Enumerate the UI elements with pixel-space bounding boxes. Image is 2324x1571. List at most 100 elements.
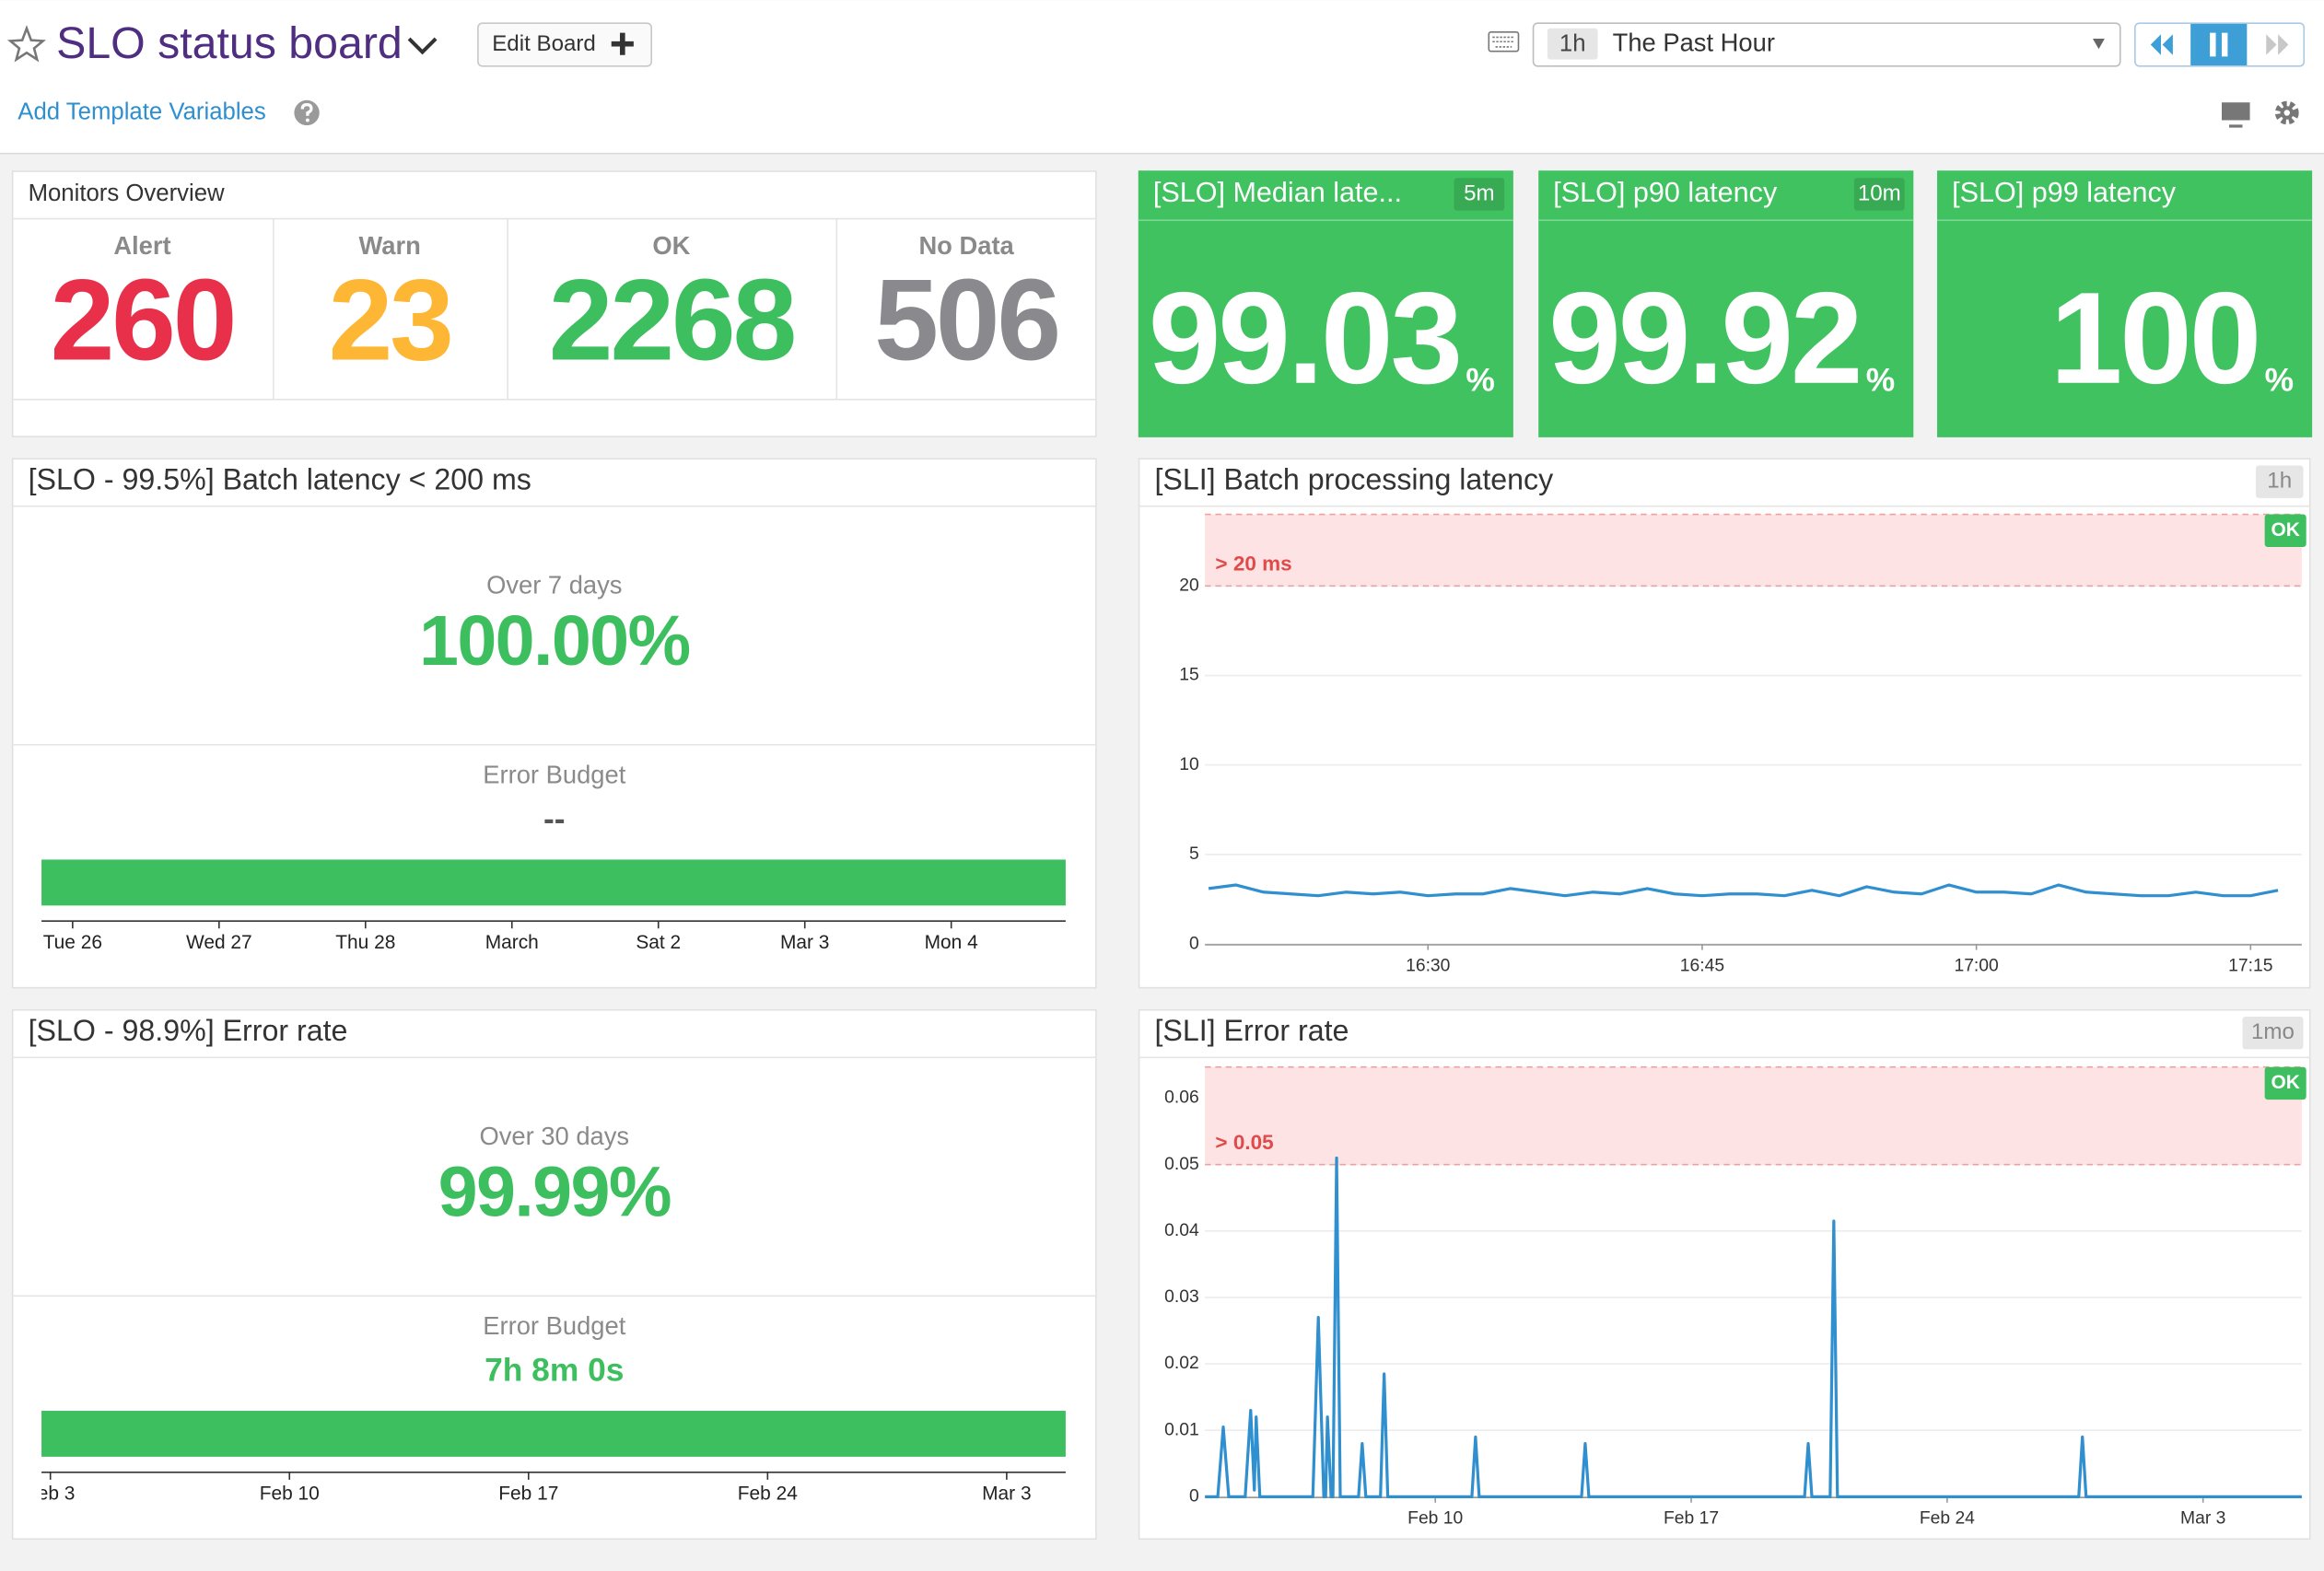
time-axis-labels: Tue 26 Wed 27 Thu 28 March Sat 2 Mar 3 Mon 4	[43, 921, 978, 953]
time-badge-label: 1h	[2267, 469, 2292, 494]
settings-gear[interactable]	[2274, 100, 2299, 125]
title-menu-chevron[interactable]	[407, 37, 438, 55]
rewind-button[interactable]	[2150, 34, 2173, 55]
budget-label: Error Budget	[483, 761, 625, 789]
y-tick-label: 0.04	[1164, 1221, 1199, 1240]
pause-button[interactable]	[2190, 23, 2248, 65]
time-tick-label: Mar 3	[780, 932, 829, 953]
query-value-widget: [SLO] Median late... 5m 99.03%	[1138, 170, 1513, 437]
slo-period: Over 30 days	[479, 1122, 629, 1150]
tv-mode-icon[interactable]	[2221, 102, 2250, 128]
budget-label: Error Budget	[483, 1311, 625, 1340]
budget-bar	[41, 859, 1066, 906]
pause-icon	[2210, 32, 2228, 57]
keyboard-icon[interactable]	[1488, 30, 1520, 52]
time-badge-label: 10m	[1858, 180, 1901, 205]
time-tick-label: Feb 17	[498, 1483, 558, 1504]
time-tick-label: Feb 3	[26, 1483, 75, 1504]
widget-frame	[11, 1008, 1097, 1541]
status-count: 260	[51, 255, 235, 385]
slo-widget: [SLO - 99.5%] Batch latency < 200 ms Over…	[11, 458, 1097, 989]
shortcut-badge	[1547, 28, 1598, 60]
x-tick-label: Mar 3	[2180, 1509, 2225, 1529]
widget-title: Monitors Overview	[29, 180, 225, 206]
template-variables-link[interactable]: Add Template Variables	[18, 99, 265, 124]
y-tick-label: 0.02	[1164, 1354, 1199, 1373]
widget-title: [SLI] Batch processing latency	[1154, 463, 1554, 496]
slo-widgets: [SLO - 99.5%] Batch latency < 200 ms Over…	[11, 458, 1097, 1541]
widget-frame	[1138, 170, 1513, 437]
series-line	[1208, 883, 2279, 898]
help-glyph	[300, 103, 313, 116]
slo-value: 99.99%	[438, 1153, 671, 1232]
widget-title: [SLO] p90 latency	[1553, 177, 1778, 208]
x-tick-label: 16:30	[1406, 956, 1450, 975]
dropdown-caret	[2092, 39, 2105, 50]
y-tick-label: 0	[1189, 934, 1199, 953]
y-tick-label: 15	[1179, 666, 1198, 685]
metric-unit: %	[1466, 363, 1494, 399]
query-value-widget: [SLO] p90 latency 10m 99.92%	[1538, 170, 1914, 437]
time-tick-label: Thu 28	[335, 932, 395, 953]
query-value-widget: [SLO] p99 latency 100%	[1937, 170, 2313, 437]
time-tick-label: March	[485, 932, 539, 953]
time-badge	[1853, 178, 1905, 211]
time-tick-label: Mon 4	[925, 932, 978, 953]
time-axis-labels: Feb 3 Feb 10 Feb 17 Feb 24 Mar 3	[26, 1472, 1032, 1504]
widget-title: [SLO - 98.9%] Error rate	[29, 1014, 348, 1047]
time-badge	[2242, 1017, 2304, 1050]
timeseries-widget: [SLI] Error rate 1mo 0 0.01 0.02 0.03 0.04 0.05…	[1138, 1008, 2311, 1541]
help-icon[interactable]	[294, 99, 320, 126]
board-title: SLO status board	[56, 18, 403, 68]
status-label: OK	[652, 231, 690, 260]
budget-bar	[41, 1411, 1066, 1457]
time-badge-label: 1mo	[2251, 1019, 2295, 1044]
budget-value: 7h 8m 0s	[485, 1353, 624, 1389]
slo-widget: [SLO - 98.9%] Error rate Over 30 days 99.9…	[11, 1008, 1097, 1541]
time-badge-label: 5m	[1464, 180, 1495, 205]
timeseries-widget: [SLI] Batch processing latency 1h 0 5 10 15 20…	[1138, 458, 2311, 989]
time-selector[interactable]: 1h The Past Hour	[1532, 22, 2121, 67]
status-label: Warn	[359, 231, 421, 260]
button-label: Edit Board	[492, 31, 596, 56]
metric-value: 99.03	[1149, 266, 1460, 412]
keyboard-frame	[1488, 30, 1520, 52]
y-tick-label: 0.01	[1164, 1420, 1199, 1439]
gear-hole	[2283, 110, 2290, 116]
time-tick-label: Wed 27	[186, 932, 252, 953]
widget-frame	[11, 170, 1097, 437]
plus-icon	[611, 32, 634, 55]
gear-teeth	[2274, 100, 2299, 125]
y-tick-label: 0.06	[1164, 1088, 1199, 1108]
slo-period: Over 7 days	[486, 571, 622, 599]
status-label: Alert	[113, 231, 170, 260]
series-line	[1205, 1156, 2302, 1498]
metric-value: 100	[2050, 266, 2260, 412]
status-badge	[2264, 514, 2306, 547]
time-badge	[2255, 465, 2304, 498]
widget-frame	[1937, 170, 2313, 437]
x-tick-label: Feb 24	[1920, 1509, 1975, 1529]
status-label: No Data	[918, 231, 1014, 260]
widget-title: [SLI] Error rate	[1154, 1014, 1349, 1047]
threshold-label: > 0.05	[1215, 1131, 1273, 1154]
y-tick-label: 5	[1189, 844, 1199, 864]
widget-title: [SLO - 99.5%] Batch latency < 200 ms	[29, 463, 531, 496]
button-frame	[477, 22, 652, 67]
budget-value: --	[543, 801, 566, 837]
widget-title: [SLO] p99 latency	[1952, 177, 2177, 208]
forward-button[interactable]	[2266, 34, 2289, 55]
time-tick-label: Mar 3	[982, 1483, 1031, 1504]
metric-unit: %	[2265, 363, 2294, 399]
favorite-star[interactable]	[6, 25, 46, 63]
edit-board-button[interactable]: Edit Board	[477, 22, 652, 67]
status-count: 2268	[549, 255, 794, 385]
time-tick-label: Sat 2	[636, 932, 681, 953]
status-label: OK	[2271, 519, 2299, 541]
selector-frame	[1532, 22, 2121, 67]
